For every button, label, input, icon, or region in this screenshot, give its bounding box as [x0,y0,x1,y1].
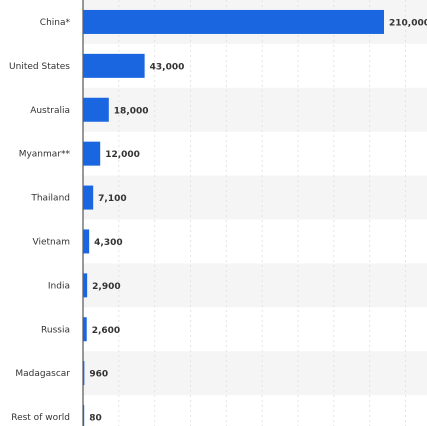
category-label: India [48,281,70,291]
bars [83,9,384,426]
value-label: 4,300 [94,238,122,248]
category-label: Madagascar [15,369,70,379]
bar[interactable] [83,273,88,298]
category-label: Australia [30,106,70,116]
bar[interactable] [83,97,109,122]
grid-lines [118,0,406,426]
category-label: China* [40,18,71,28]
value-label: 2,900 [92,282,120,292]
category-label: Rest of world [11,413,70,423]
category-label: United States [9,62,70,72]
bar[interactable] [83,185,94,210]
value-label: 43,000 [150,62,185,72]
bar[interactable] [83,141,101,166]
row-band [83,175,427,220]
value-label: 12,000 [105,150,140,160]
category-label: Russia [41,325,70,335]
category-label: Thailand [30,194,70,204]
bar[interactable] [83,405,85,426]
bar[interactable] [83,9,384,34]
category-label: Vietnam [32,237,70,247]
row-band [83,263,427,308]
row-band [83,351,427,396]
value-label: 2,600 [92,326,120,336]
value-label: 960 [89,370,108,380]
category-label: Myanmar** [19,150,71,160]
value-label: 7,100 [98,194,126,204]
bar[interactable] [83,361,85,386]
bar[interactable] [83,317,87,342]
value-label: 210,000 [389,18,427,28]
bar[interactable] [83,53,145,78]
value-label: 18,000 [114,106,149,116]
value-label: 80 [89,414,102,424]
bar[interactable] [83,229,90,254]
category-labels: China* United States Australia Myanmar** Tha… [9,18,70,423]
value-labels: 210,000 43,000 18,000 12,000 7,100 4,300 2,900… [89,18,427,423]
